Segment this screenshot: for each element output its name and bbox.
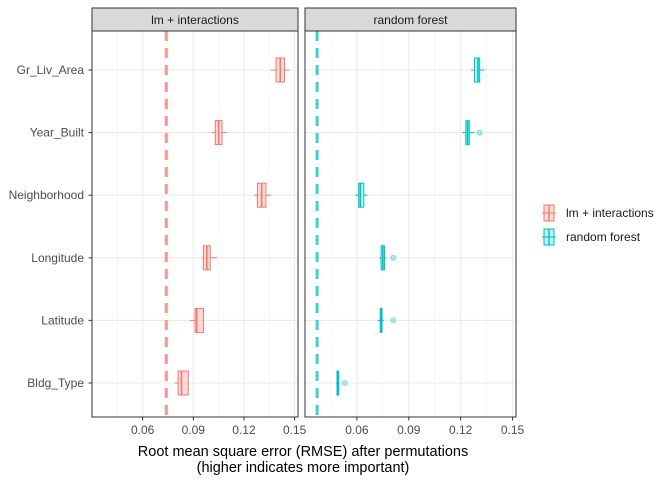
boxplot (201, 245, 217, 271)
boxplot (270, 57, 290, 83)
x-tick-label: 0.12 (449, 423, 473, 437)
facet-strip-label: random forest (373, 13, 448, 27)
x-axis-title-line1: Root mean square error (RMSE) after perm… (138, 444, 468, 460)
boxplot-outlier (341, 379, 348, 386)
y-tick-label: Latitude (41, 313, 84, 327)
x-tick-label: 0.12 (232, 423, 256, 437)
x-tick-label: 0.15 (283, 423, 307, 437)
x-tick-label: 0.09 (397, 423, 421, 437)
y-tick-label: Bldg_Type (27, 376, 84, 390)
boxplot-box (177, 370, 189, 396)
boxplot (379, 245, 397, 271)
x-axis-title-line2: (higher indicates more important) (197, 460, 410, 476)
panel-background (305, 31, 516, 417)
boxplot (174, 370, 189, 396)
boxplot (355, 182, 368, 208)
boxplot (377, 307, 397, 333)
boxplot-outlier (390, 317, 397, 324)
legend-label: lm + interactions (566, 206, 654, 220)
boxplot (254, 182, 271, 208)
x-tick-label: 0.15 (501, 423, 525, 437)
facet-strip-label: lm + interactions (151, 13, 239, 27)
x-tick-label: 0.09 (182, 423, 206, 437)
boxplot-outlier (390, 254, 397, 261)
x-tick-label: 0.06 (131, 423, 155, 437)
boxplot-box (358, 182, 365, 208)
y-tick-label: Gr_Liv_Area (17, 63, 85, 77)
panel-border (304, 30, 517, 418)
boxplot-box (473, 57, 481, 83)
boxplot-box (194, 307, 204, 333)
boxplot (336, 370, 348, 396)
panel-border (91, 30, 299, 418)
boxplot (462, 120, 483, 146)
boxplot (189, 307, 204, 333)
boxplot (471, 57, 485, 83)
boxplot-outlier (476, 129, 483, 136)
x-tick-label: 0.06 (345, 423, 369, 437)
y-tick-label: Neighborhood (9, 188, 84, 202)
legend-item: lm + interactions (542, 204, 654, 222)
y-tick-label: Longitude (31, 251, 84, 265)
y-tick-label: Year_Built (30, 126, 85, 140)
panel-background (92, 31, 298, 417)
legend-label: random forest (566, 230, 641, 244)
legend-item: random forest (542, 228, 641, 246)
boxplot (211, 120, 228, 146)
